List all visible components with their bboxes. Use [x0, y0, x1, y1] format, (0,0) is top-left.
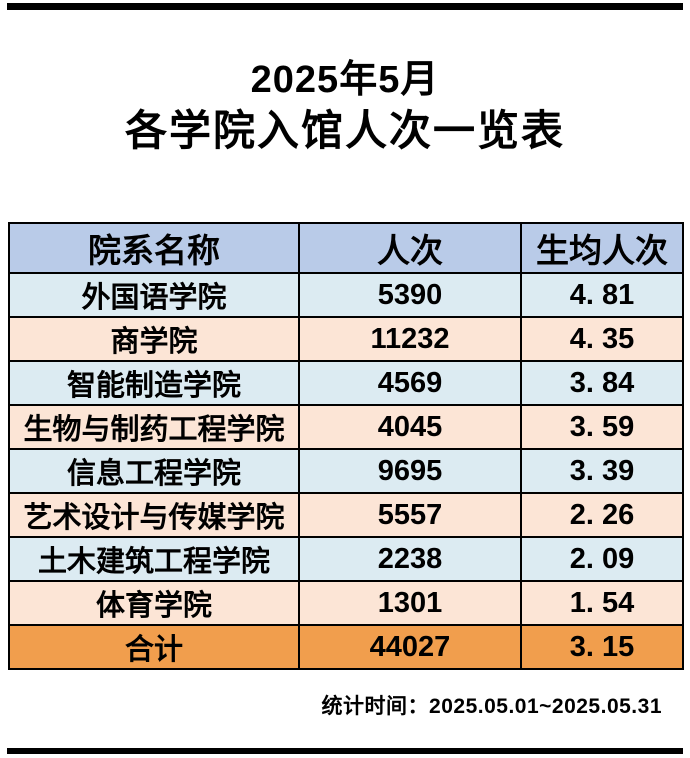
- top-rule: [7, 3, 683, 10]
- table-row: 外国语学院 5390 4. 81: [8, 272, 684, 318]
- header-cell-visits: 人次: [298, 222, 522, 274]
- table-row: 土木建筑工程学院 2238 2. 09: [8, 536, 684, 582]
- cell-visits: 4569: [298, 360, 522, 406]
- table-row: 艺术设计与传媒学院 5557 2. 26: [8, 492, 684, 538]
- cell-visits: 2238: [298, 536, 522, 582]
- cell-visits: 11232: [298, 316, 522, 362]
- cell-visits: 5557: [298, 492, 522, 538]
- table-row: 智能制造学院 4569 3. 84: [8, 360, 684, 406]
- total-cell-per-student: 3. 15: [520, 624, 684, 670]
- cell-per-student: 3. 39: [520, 448, 684, 494]
- header-cell-department: 院系名称: [8, 222, 300, 274]
- table-row: 商学院 11232 4. 35: [8, 316, 684, 362]
- cell-department: 商学院: [8, 316, 300, 362]
- page-title: 2025年5月 各学院入馆人次一览表: [0, 56, 690, 158]
- cell-visits: 5390: [298, 272, 522, 318]
- page-title-line2: 各学院入馆人次一览表: [124, 107, 565, 154]
- stat-period-label: 统计时间：2025.05.01~2025.05.31: [321, 695, 662, 718]
- cell-per-student: 4. 81: [520, 272, 684, 318]
- table-header-row: 院系名称 人次 生均人次: [8, 222, 684, 274]
- cell-department: 土木建筑工程学院: [8, 536, 300, 582]
- table-row: 体育学院 1301 1. 54: [8, 580, 684, 626]
- header-cell-per-student: 生均人次: [520, 222, 684, 274]
- bottom-rule: [7, 748, 683, 754]
- cell-department: 体育学院: [8, 580, 300, 626]
- table-row: 信息工程学院 9695 3. 39: [8, 448, 684, 494]
- cell-per-student: 2. 26: [520, 492, 684, 538]
- total-cell-visits: 44027: [298, 624, 522, 670]
- cell-per-student: 1. 54: [520, 580, 684, 626]
- cell-per-student: 3. 59: [520, 404, 684, 450]
- cell-visits: 1301: [298, 580, 522, 626]
- cell-department: 信息工程学院: [8, 448, 300, 494]
- table-row: 生物与制药工程学院 4045 3. 59: [8, 404, 684, 450]
- cell-per-student: 4. 35: [520, 316, 684, 362]
- cell-visits: 9695: [298, 448, 522, 494]
- cell-visits: 4045: [298, 404, 522, 450]
- cell-per-student: 3. 84: [520, 360, 684, 406]
- page-title-line1: 2025年5月: [250, 59, 440, 101]
- visits-table: 院系名称 人次 生均人次 外国语学院 5390 4. 81 商学院 11232 …: [8, 222, 684, 670]
- cell-department: 外国语学院: [8, 272, 300, 318]
- table-total-row: 合计 44027 3. 15: [8, 624, 684, 670]
- cell-department: 生物与制药工程学院: [8, 404, 300, 450]
- cell-per-student: 2. 09: [520, 536, 684, 582]
- total-cell-label: 合计: [8, 624, 300, 670]
- cell-department: 艺术设计与传媒学院: [8, 492, 300, 538]
- cell-department: 智能制造学院: [8, 360, 300, 406]
